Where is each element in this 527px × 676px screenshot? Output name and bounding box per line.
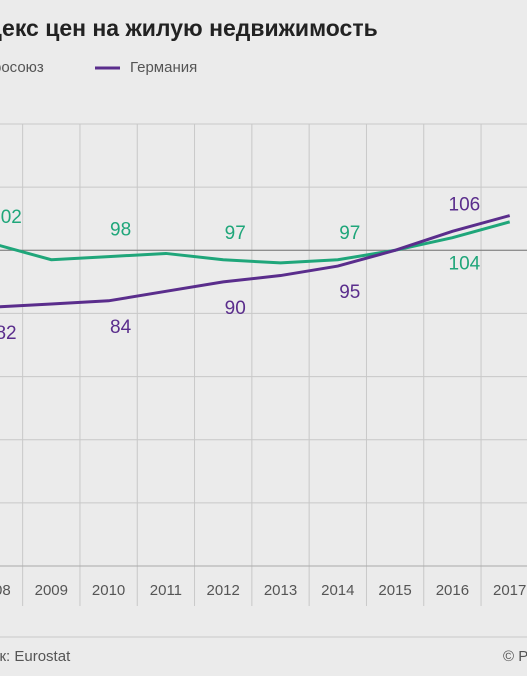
data-label: 97 — [225, 223, 246, 244]
x-tick-label: 2016 — [436, 582, 469, 599]
x-tick-label: 2009 — [35, 582, 68, 599]
x-tick-label: 2013 — [264, 582, 297, 599]
data-label: 90 — [225, 298, 246, 319]
x-tick-label: 2017 — [493, 582, 526, 599]
x-tick-label: 2008 — [0, 582, 11, 599]
x-tick-label: 2011 — [150, 582, 182, 599]
data-label: 82 — [0, 323, 17, 344]
legend-label: Евросоюз — [0, 59, 44, 76]
legend-label: Германия — [130, 59, 197, 76]
credit: © РБК — [503, 648, 527, 665]
series-line — [0, 220, 511, 265]
series-line — [0, 214, 511, 309]
data-label: 84 — [110, 317, 132, 338]
x-tick-label: 2010 — [92, 582, 125, 599]
source: Источник: Eurostat — [0, 648, 71, 665]
data-label: 97 — [339, 223, 360, 244]
x-tick-label: 2015 — [378, 582, 411, 599]
data-label: 102 — [0, 207, 22, 228]
data-label: 98 — [110, 220, 131, 241]
x-tick-label: 2014 — [321, 582, 354, 599]
chart-title: Индекс цен на жилую недвижимость — [0, 15, 378, 41]
x-tick-label: 2012 — [207, 582, 240, 599]
data-label: 106 — [449, 194, 481, 215]
data-label: 104 — [449, 254, 481, 275]
data-label: 95 — [339, 282, 360, 303]
